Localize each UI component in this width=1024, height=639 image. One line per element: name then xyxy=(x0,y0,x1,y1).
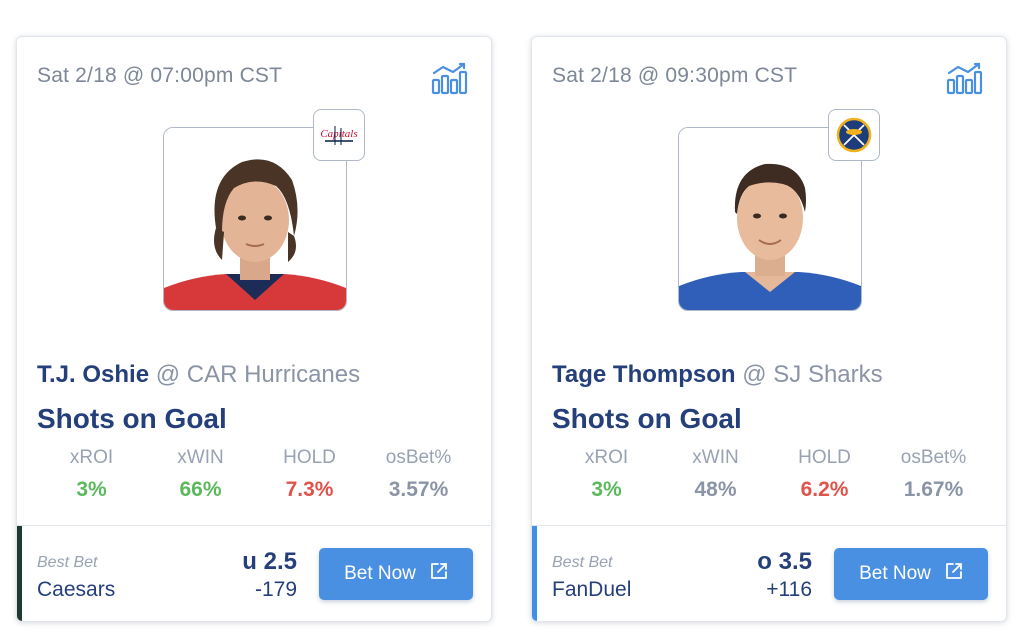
stat-value: 1.67% xyxy=(903,478,964,501)
stat-label: xWIN xyxy=(692,447,739,468)
bet-line: o 3.5 xyxy=(757,548,812,575)
stat-label: xROI xyxy=(584,447,629,468)
external-link-icon xyxy=(945,562,963,586)
bet-now-label: Bet Now xyxy=(859,563,931,584)
external-link-icon xyxy=(430,562,448,586)
accent-bar xyxy=(17,526,22,621)
bet-odds: +116 xyxy=(766,578,812,601)
stat-xroi: xROI 3% xyxy=(37,447,146,502)
stat-xwin: xWIN 66% xyxy=(146,447,255,502)
team-logo-sabres xyxy=(828,109,880,161)
prop-card: Sat 2/18 @ 09:30pm CST xyxy=(531,36,1007,622)
stat-value: 48% xyxy=(694,478,737,501)
stat-hold: HOLD 6.2% xyxy=(770,447,879,502)
best-bet-footer: Best Bet Caesars u 2.5 -179 Bet Now xyxy=(17,525,491,621)
stat-label: HOLD xyxy=(283,447,336,468)
market-type: Shots on Goal xyxy=(37,403,227,434)
player-headshot xyxy=(678,127,862,311)
market-type: Shots on Goal xyxy=(552,403,742,434)
player-name[interactable]: T.J. Oshie xyxy=(37,361,150,388)
stat-value: 6.2% xyxy=(800,478,849,501)
stat-value: 3% xyxy=(591,478,622,501)
bet-odds: -179 xyxy=(254,578,297,601)
stat-osbet: osBet% 1.67% xyxy=(879,447,988,502)
stat-label: osBet% xyxy=(385,447,452,468)
stat-xroi: xROI 3% xyxy=(552,447,661,502)
player-name[interactable]: Tage Thompson xyxy=(552,361,736,388)
stat-value: 66% xyxy=(179,478,222,501)
stat-osbet: osBet% 3.57% xyxy=(364,447,473,502)
bar-chart-trend-icon[interactable] xyxy=(431,61,469,95)
sportsbook-name: Caesars xyxy=(37,578,116,601)
opponent: @ CAR Hurricanes xyxy=(155,361,361,388)
game-datetime: Sat 2/18 @ 09:30pm CST xyxy=(552,64,798,87)
stat-label: xROI xyxy=(69,447,114,468)
bet-now-label: Bet Now xyxy=(344,563,416,584)
stat-label: HOLD xyxy=(798,447,851,468)
bet-line: u 2.5 xyxy=(242,548,297,575)
stat-label: xWIN xyxy=(177,447,224,468)
bet-now-button[interactable]: Bet Now xyxy=(834,548,988,600)
stat-xwin: xWIN 48% xyxy=(661,447,770,502)
stat-label: osBet% xyxy=(900,447,967,468)
sportsbook-name: FanDuel xyxy=(552,578,632,601)
stat-value: 3% xyxy=(76,478,107,501)
stat-hold: HOLD 7.3% xyxy=(255,447,364,502)
accent-bar xyxy=(532,526,537,621)
team-logo-capitals: Capitals xyxy=(313,109,365,161)
bar-chart-trend-icon[interactable] xyxy=(946,61,984,95)
stat-value: 3.57% xyxy=(388,478,449,501)
bet-now-button[interactable]: Bet Now xyxy=(319,548,473,600)
svg-text:Capitals: Capitals xyxy=(320,128,357,140)
best-bet-label: Best Bet xyxy=(552,554,613,571)
prop-card: Sat 2/18 @ 07:00pm CST xyxy=(16,36,492,622)
best-bet-label: Best Bet xyxy=(37,554,98,571)
game-datetime: Sat 2/18 @ 07:00pm CST xyxy=(37,64,283,87)
opponent: @ SJ Sharks xyxy=(742,361,883,388)
best-bet-footer: Best Bet FanDuel o 3.5 +116 Bet Now xyxy=(532,525,1006,621)
stat-value: 7.3% xyxy=(285,478,334,501)
